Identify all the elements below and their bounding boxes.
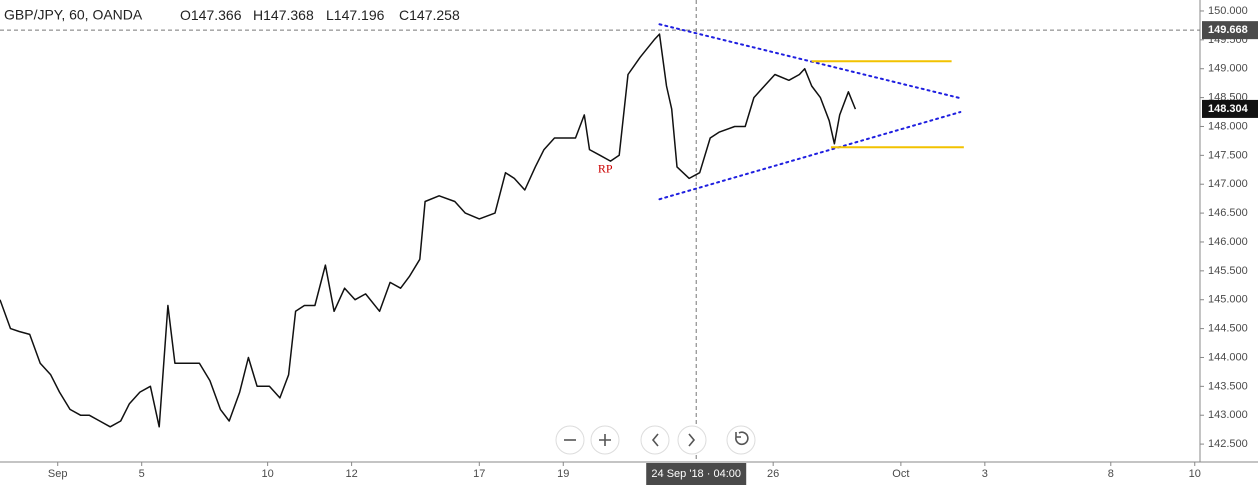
last-price-bg [1202, 99, 1258, 118]
x-tick-label: 12 [345, 468, 357, 480]
crosshair-y-label-bg [1202, 21, 1258, 40]
ohlc-item: H147.368 [253, 7, 314, 23]
x-tick-label: 19 [557, 468, 569, 480]
x-tick-label: 8 [1108, 468, 1114, 480]
x-tick-label: 5 [139, 468, 145, 480]
ohlc-label: H [253, 7, 263, 23]
x-tick-label: 3 [982, 468, 988, 480]
chart-title: GBP/JPY, 60, OANDA [4, 7, 143, 23]
crosshair-x-label: 24 Sep '18 · 04:00 [651, 468, 741, 480]
zoom-out-button[interactable] [555, 425, 585, 455]
y-tick-label: 144.000 [1208, 351, 1248, 363]
crosshair-x-label-bg [646, 463, 747, 485]
x-tick-label: 26 [767, 468, 779, 480]
y-tick-label: 144.500 [1208, 323, 1248, 335]
plot-area: RP [0, 0, 1200, 462]
ohlc-label: O [180, 7, 191, 23]
y-tick-label: 149.000 [1208, 63, 1248, 75]
x-tick-label: Oct [892, 468, 909, 480]
ohlc-value: 147.366 [191, 7, 242, 23]
trendline [658, 23, 962, 100]
y-tick-label: 145.000 [1208, 294, 1248, 306]
scroll-left-button[interactable] [640, 425, 670, 455]
y-tick-label: 146.500 [1208, 207, 1248, 219]
y-tick-label: 145.500 [1208, 265, 1248, 277]
ohlc-label: L [326, 7, 334, 23]
ohlc-value: 147.368 [263, 7, 314, 23]
y-tick-label: 147.000 [1208, 178, 1248, 190]
crosshair-y-label: 149.668 [1208, 24, 1248, 36]
scroll-right-button[interactable] [677, 425, 707, 455]
trendline [658, 111, 962, 201]
price-line [0, 33, 857, 428]
y-tick-label: 147.500 [1208, 149, 1248, 161]
y-tick-label: 143.000 [1208, 409, 1248, 421]
y-tick-label: 148.000 [1208, 120, 1248, 132]
annotation: RP [598, 162, 613, 176]
zoom-in-button[interactable] [590, 425, 620, 455]
y-tick-label: 146.000 [1208, 236, 1248, 248]
ohlc-value: 147.258 [409, 7, 460, 23]
last-price-label: 148.304 [1208, 103, 1249, 115]
ohlc-item: C147.258 [399, 7, 460, 23]
y-tick-label: 142.500 [1208, 438, 1248, 450]
ohlc-item: L147.196 [326, 7, 385, 23]
reset-button[interactable] [726, 425, 756, 455]
ohlc-value: 147.196 [334, 7, 385, 23]
ohlc-legend: O147.366 H147.368 L147.196 C147.258 [180, 7, 460, 23]
y-tick-label: 150.000 [1208, 5, 1248, 17]
zoom-controls [555, 425, 756, 455]
x-tick-label: 17 [473, 468, 485, 480]
ohlc-label: C [399, 7, 409, 23]
x-tick-label: Sep [48, 468, 68, 480]
y-tick-label: 143.500 [1208, 380, 1248, 392]
x-tick-label: 10 [1189, 468, 1201, 480]
ohlc-item: O147.366 [180, 7, 242, 23]
x-tick-label: 10 [262, 468, 274, 480]
